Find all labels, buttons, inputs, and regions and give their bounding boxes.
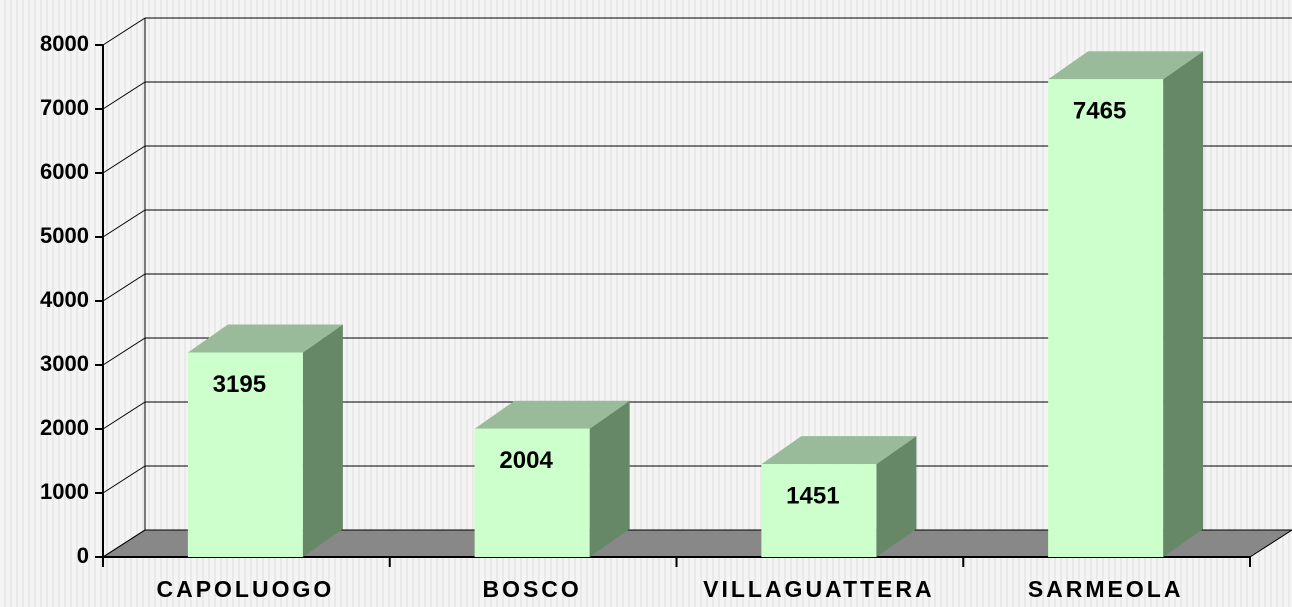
grid-line [102,273,146,302]
grid-line [102,337,146,366]
value-label: 7465 [1073,98,1126,125]
bar-side [876,436,917,557]
bar [474,428,590,557]
bar-top [761,436,917,465]
y-tick-label: 0 [77,543,89,568]
y-tick-label: 2000 [40,415,89,440]
y-tick-label: 6000 [40,159,89,184]
y-tick-label: 8000 [40,31,89,56]
bar-side [1163,51,1204,558]
y-tick-label: 5000 [40,223,89,248]
bar-top [1048,51,1204,80]
x-tick-label: CAPOLUOGO [156,576,334,602]
grid-line [102,145,146,174]
x-tick-label: VILLAGUATTERA [703,576,935,602]
bar [187,352,303,557]
value-label: 1451 [786,482,839,509]
y-tick-label: 3000 [40,351,89,376]
value-label: 2004 [499,447,553,474]
grid-line [102,81,146,110]
value-label: 3195 [213,371,266,398]
bar-side [302,324,343,557]
x-tick-label: SARMEOLA [1028,576,1184,602]
y-tick-label: 7000 [40,95,89,120]
grid-line [102,209,146,238]
grid-line [102,465,146,494]
grid-line [102,529,146,558]
bar-side [589,400,630,557]
bar [761,464,877,557]
y-tick-label: 4000 [40,287,89,312]
bar-top [474,400,630,429]
grid-line [102,401,146,430]
y-tick-label: 1000 [40,479,89,504]
grid-line [102,17,146,46]
bar-top [187,324,343,353]
x-tick-label: BOSCO [482,576,581,602]
bar [1048,79,1164,558]
